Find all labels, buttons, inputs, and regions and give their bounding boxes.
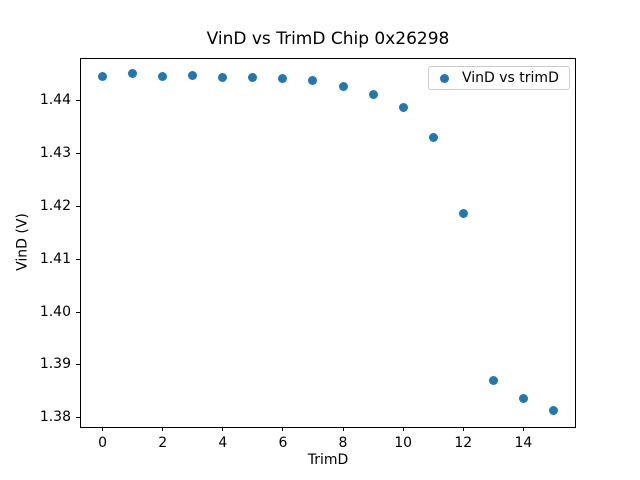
x-tick-label: 0 — [98, 435, 107, 452]
scatter-point — [488, 375, 498, 385]
y-tick-mark — [76, 258, 80, 260]
scatter-point — [308, 75, 318, 85]
chart-title: VinD vs TrimD Chip 0x26298 — [206, 29, 450, 49]
y-tick-label: 1.38 — [39, 409, 71, 426]
x-tick-mark — [402, 427, 404, 432]
x-tick-mark — [222, 427, 224, 432]
x-tick-mark — [102, 427, 104, 432]
x-tick-label: 12 — [454, 435, 473, 452]
x-tick-label: 10 — [394, 435, 413, 452]
scatter-point — [368, 89, 378, 99]
scatter-point — [188, 71, 198, 81]
scatter-point — [278, 73, 288, 83]
scatter-point — [458, 209, 468, 219]
scatter-point — [518, 394, 528, 404]
y-tick-label: 1.41 — [39, 250, 71, 267]
legend-marker-icon — [440, 73, 449, 83]
y-tick-label: 1.42 — [39, 197, 71, 214]
y-tick-label: 1.44 — [39, 92, 71, 109]
x-axis-label: TrimD — [307, 452, 349, 468]
y-tick-mark — [76, 417, 80, 419]
scatter-point — [158, 72, 168, 82]
x-tick-mark — [162, 427, 164, 432]
x-tick-label: 14 — [514, 435, 533, 452]
x-tick-mark — [282, 427, 284, 432]
y-tick-mark — [76, 153, 80, 155]
x-tick-mark — [342, 427, 344, 432]
scatter-point — [248, 72, 258, 82]
scatter-point — [338, 82, 348, 92]
x-tick-label: 6 — [278, 435, 288, 452]
x-tick-mark — [462, 427, 464, 432]
scatter-point — [98, 72, 108, 82]
x-tick-label: 4 — [218, 435, 228, 452]
scatter-point — [218, 73, 228, 83]
y-tick-label: 1.40 — [39, 303, 71, 320]
y-tick-label: 1.43 — [39, 145, 71, 162]
y-tick-mark — [76, 205, 80, 207]
scatter-point — [398, 102, 408, 112]
x-tick-label: 2 — [158, 435, 168, 452]
scatter-point — [128, 69, 138, 79]
y-tick-label: 1.39 — [39, 356, 71, 373]
y-axis-label: VinD (V) — [14, 213, 31, 271]
scatter-point — [428, 133, 438, 143]
legend-label: VinD vs trimD — [462, 69, 559, 86]
y-tick-mark — [76, 364, 80, 366]
legend: VinD vs trimD — [428, 66, 570, 90]
x-tick-label: 8 — [338, 435, 348, 452]
scatter-point — [548, 405, 558, 415]
x-tick-mark — [522, 427, 524, 432]
y-tick-mark — [76, 311, 80, 313]
y-tick-mark — [76, 100, 80, 102]
plot-area — [80, 58, 576, 428]
